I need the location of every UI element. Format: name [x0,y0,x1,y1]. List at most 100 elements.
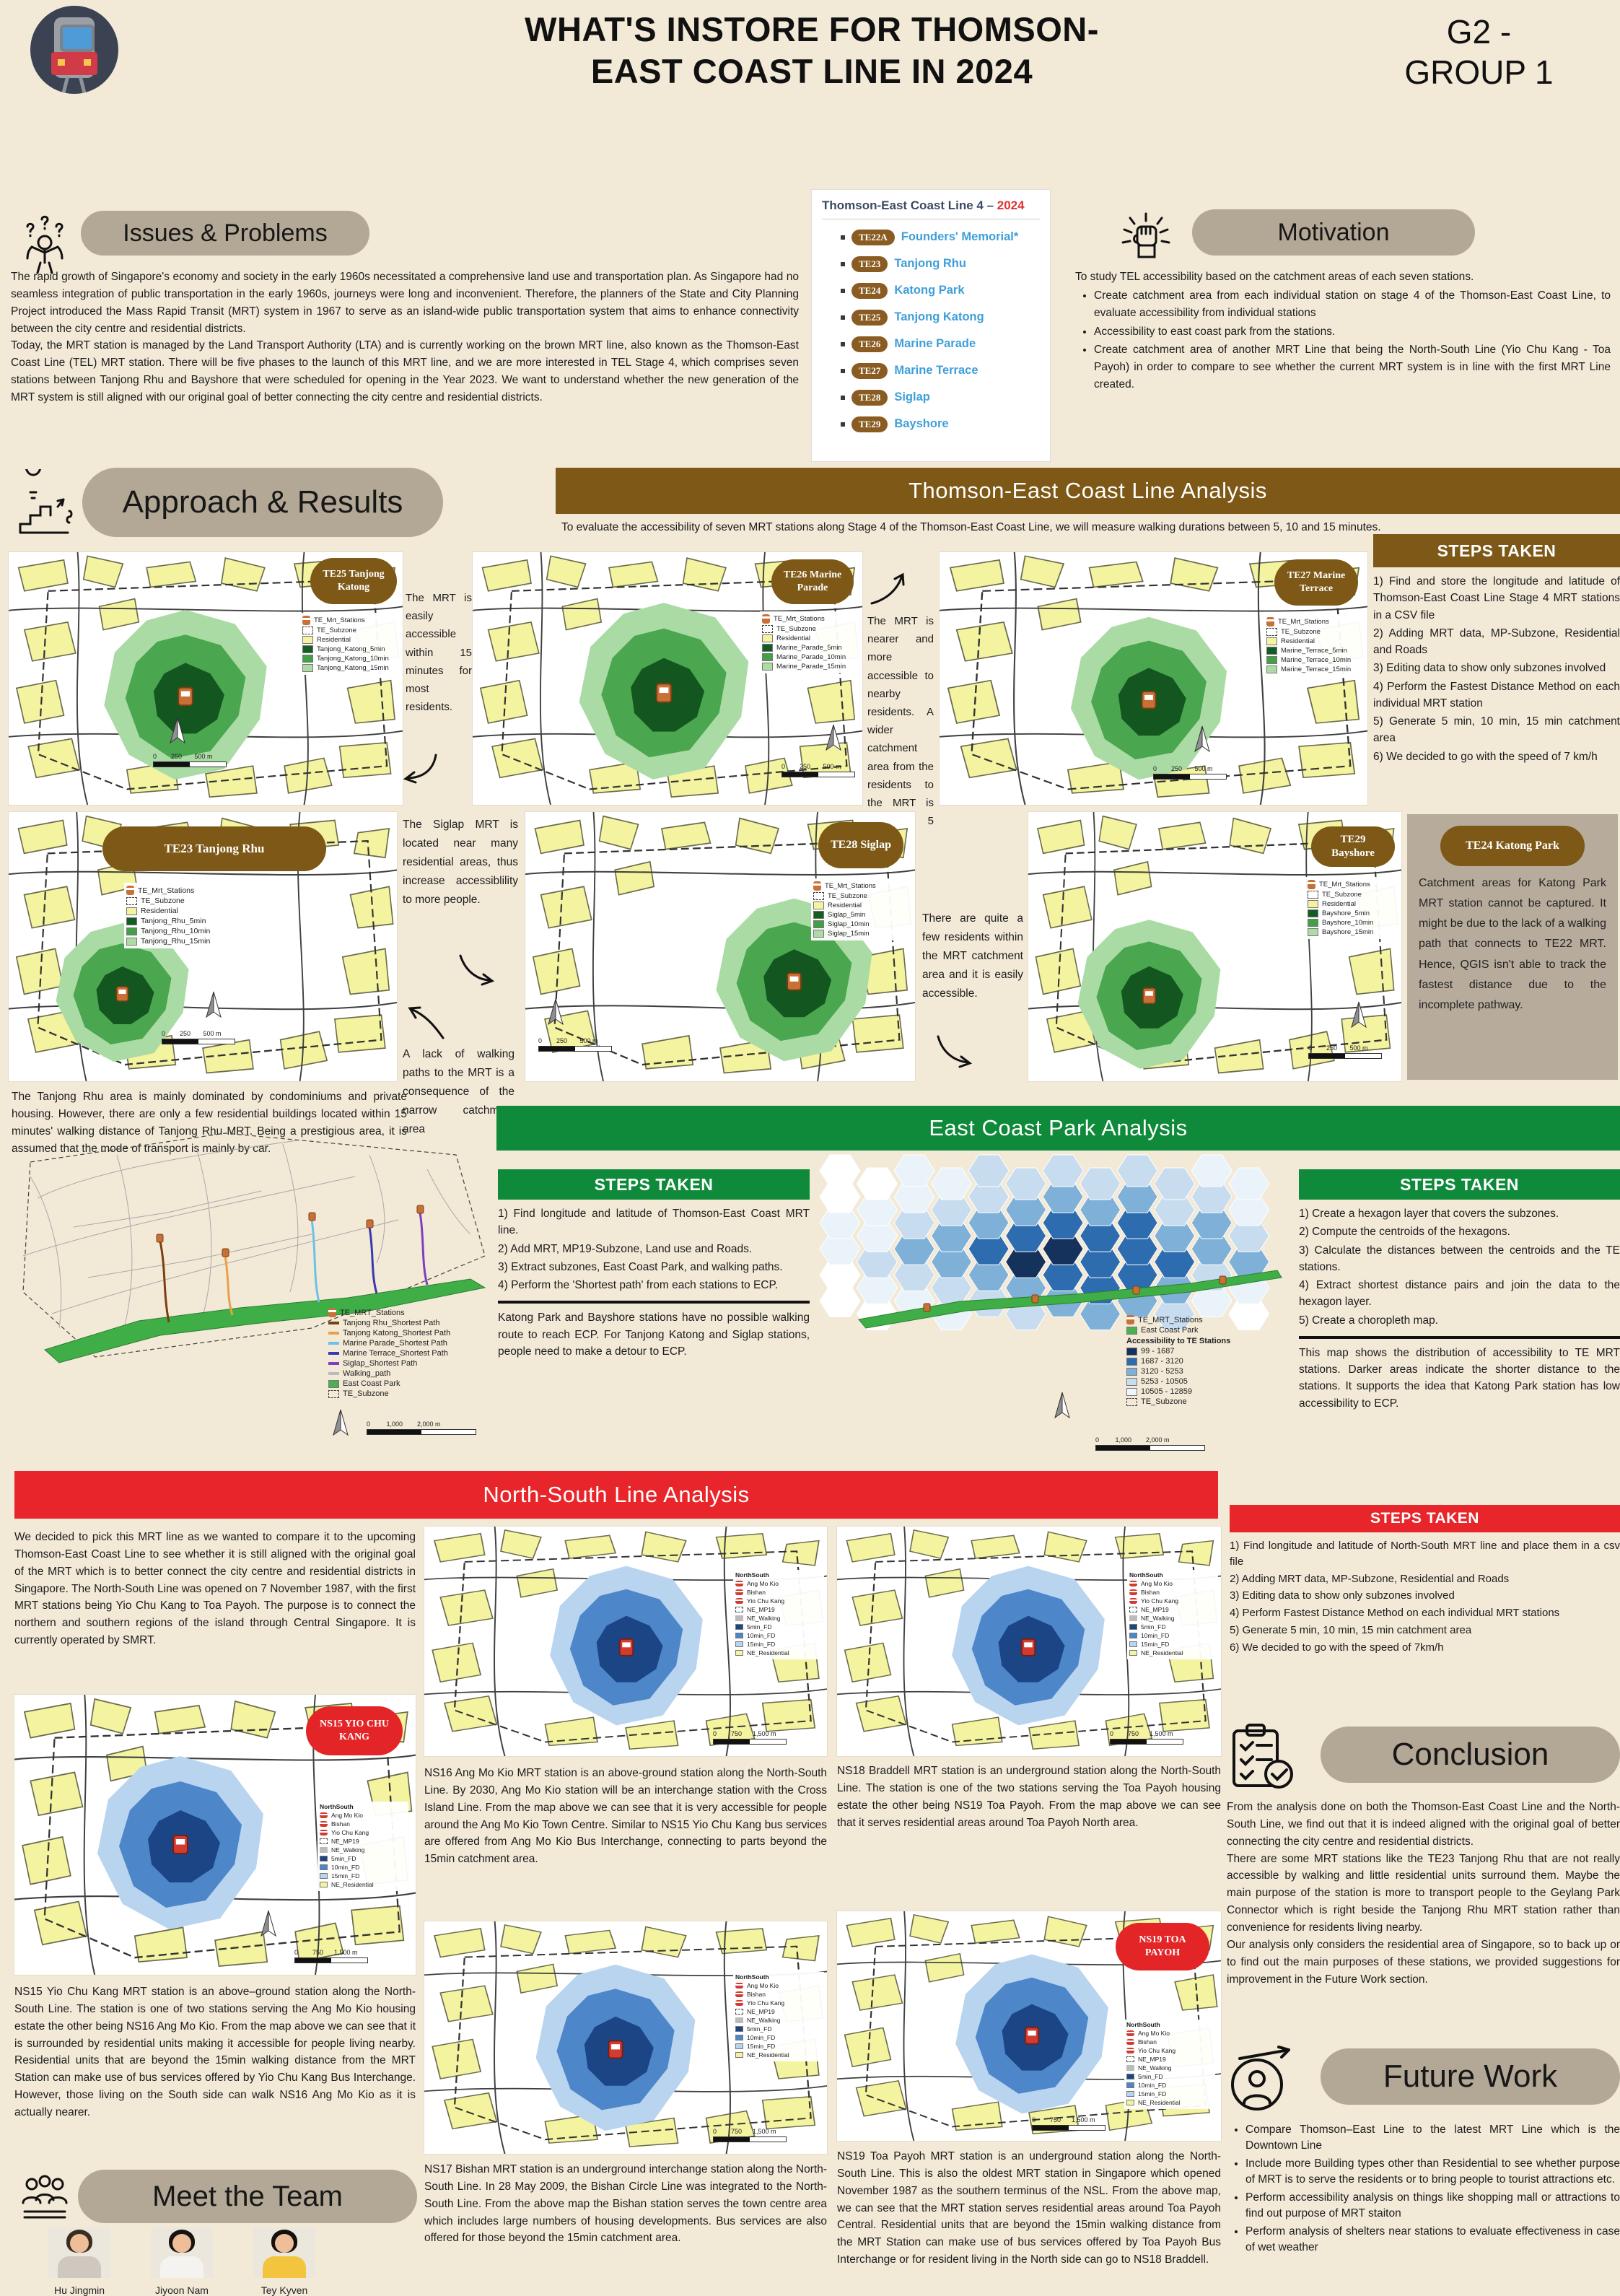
legend-label: TE_Subzone [1141,1397,1187,1406]
legend-label: TE_Subzone [828,892,867,900]
legend-swatch [1308,880,1315,889]
step-item: 3) Calculate the distances between the c… [1299,1244,1620,1273]
legend-label: 10min_FD [1138,2082,1167,2089]
compass-icon [205,991,222,1018]
annotation-te25: The MRT is easily accessible within 15 m… [406,592,472,714]
legend-swatch [1126,2074,1134,2079]
bullet-icon [841,395,845,400]
legend-swatch [1126,2030,1134,2036]
legend-swatch [328,1342,339,1345]
legend-swatch [762,653,773,661]
team-members: Hu Jingmin Jiyoon Nam Tey Kyven [42,2227,322,2296]
legend-label: Bishan [331,1820,350,1828]
legend-label: NE_Walking [331,1846,365,1854]
step-item: 1) Find longitude and latitude of North-… [1230,1540,1620,1568]
team-member: Hu Jingmin [42,2227,117,2296]
legend-label: Marine_Terrace_15min [1281,665,1352,673]
tel-station-row: TE22A Founders' Memorial* [822,224,1040,250]
legend-swatch [735,2043,743,2049]
scale-bar: 0 750 1,500 m [713,1730,787,1745]
legend-swatch [1126,2082,1134,2088]
step-item: 6) We decided to go with the speed of 7k… [1230,1641,1444,1654]
scale-bar: 0 250 500 m [781,763,855,777]
ecp-hex-map: TE_MRT_Stations East Coast Park Accessibi… [815,1153,1286,1471]
legend-label: Yio Chu Kang [1141,1597,1179,1605]
page-title-line1: WHAT'S INSTORE FOR THOMSON- [525,10,1099,48]
tel-box-title: Thomson-East Coast Line 4 – 2024 [822,198,1025,212]
legend-swatch [302,655,313,663]
scale-bar: 0 250 500 m [1153,765,1227,780]
tel-station-row: TE26 Marine Parade [822,331,1040,357]
legend-swatch [302,627,313,634]
legend-label: Residential [828,902,862,909]
legend-swatch [320,1812,328,1818]
legend-label: NE_Residential [747,2051,789,2059]
ecp-path-map: TE_MRT_Stations Tanjong Rhu_Shortest Path… [9,1112,491,1457]
motivation-bullet: Accessibility to east coast park from th… [1094,323,1611,341]
step-item: 1) Create a hexagon layer that covers th… [1299,1208,1559,1220]
legend-label: TE_Mrt_Stations [774,615,825,623]
legend-swatch [735,1991,743,1997]
station-code-badge: TE29 [851,416,888,432]
page-title: WHAT'S INSTORE FOR THOMSON- EAST COAST L… [310,9,1313,92]
avatar [151,2227,213,2278]
legend-label: 5253 - 10505 [1141,1377,1188,1386]
map-ns19-toa-payoh: NS19 TOA PAYOH NorthSouth Ang Mo Kio Bish… [837,1911,1221,2141]
tanjong-rhu-paragraph: The Tanjong Rhu area is mainly dominated… [12,1091,407,1155]
legend-label: Ang Mo Kio [1138,2030,1170,2037]
compass-icon [825,724,842,751]
member-name: Tey Kyven [260,2284,308,2296]
compass-icon [260,1910,277,1937]
tel-station-row: TE23 Tanjong Rhu [822,250,1040,277]
legend-label: Bayshore_5min [1322,909,1370,917]
legend-swatch [1266,637,1277,645]
train-logo-icon [30,6,118,94]
legend-swatch [320,1873,328,1879]
conclusion-heading: Conclusion [1321,1727,1620,1783]
legend-swatch [302,664,313,672]
legend-label: Yio Chu Kang [331,1829,369,1836]
future-work-text: Compare Thomson–East Line to the latest … [1227,2121,1620,2258]
legend-label: Residential [317,636,351,644]
legend-label: NE_Residential [1141,1649,1183,1656]
legend-label: TE_Mrt_Stations [825,882,876,890]
scale-bar: 0 750 1,500 m [1032,2116,1105,2131]
tel-station-row: TE29 Bayshore [822,411,1040,437]
scale-bar: 0 750 1,500 m [1110,1730,1183,1745]
legend-label: TE_MRT_Stations [340,1308,405,1317]
legend-swatch [735,1589,743,1595]
legend-ns15: NorthSouth Ang Mo Kio Bishan Yio Chu Kang N… [318,1802,408,1891]
ecp-path-legend: TE_MRT_Stations Tanjong Rhu_Shortest Path… [326,1305,489,1401]
legend-swatch [1126,2048,1134,2053]
legend-label: NE_Walking [747,2017,781,2024]
bullet-icon [841,315,845,320]
legend-swatch [126,886,134,895]
legend-label: Tanjong_Rhu_5min [141,917,206,925]
map-ns17-bishan: NorthSouth Ang Mo Kio Bishan Yio Chu Kang N… [424,1921,827,2154]
station-name: Siglap [894,390,930,403]
legend-label: Yio Chu Kang [747,1999,785,2007]
tel-steps-list: 1) Find and store the longitude and lati… [1373,573,1620,765]
legend-label: Marine_Terrace_5min [1281,647,1347,655]
legend-swatch [1266,665,1277,673]
legend-label: TE_MRT_Stations [1138,1315,1203,1324]
station-pill-te23: TE23 Tanjong Rhu [102,826,326,871]
legend-swatch [328,1322,339,1324]
step-item: 3) Editing data to show only subzones in… [1373,662,1606,675]
legend-swatch [813,902,824,909]
curved-arrow-icon [459,954,495,986]
issues-heading: Issues & Problems [81,211,369,256]
scale-bar: 0 250 500 m [153,753,227,767]
fist-icon [1121,212,1170,258]
legend-ns16: NorthSouth Ang Mo Kio Bishan Yio Chu Kang N… [733,1570,824,1659]
ecp-right-steps-heading: STEPS TAKEN [1299,1169,1620,1200]
curved-arrow-icon [870,572,905,605]
legend-label: Tanjong Katong_Shortest Path [343,1329,451,1337]
legend-swatch [735,1607,743,1612]
station-code-badge: TE28 [851,389,888,406]
station-name: Marine Terrace [894,364,978,377]
legend-label: Marine_Parade_5min [776,644,842,652]
legend-label: Marine_Parade_15min [776,663,846,671]
station-code-badge: TE24 [851,282,888,299]
map-te26-marine-parade: TE26 Marine Parade TE_Mrt_Stations TE_Sub… [473,552,862,805]
